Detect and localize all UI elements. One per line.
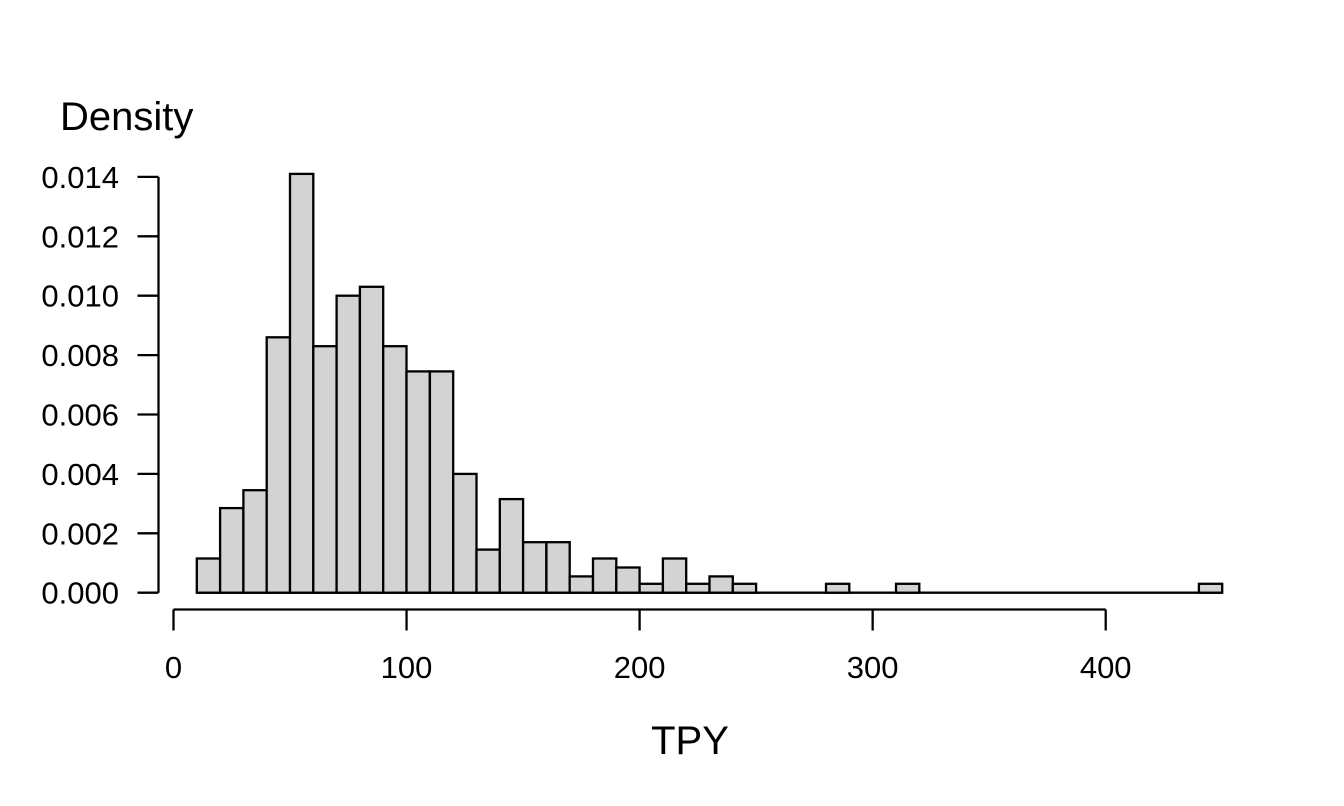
histogram-bar <box>591 557 618 594</box>
x-axis: 0 100 200 300 400 <box>165 608 1132 685</box>
y-axis: 0.000 0.002 0.004 0.006 0.008 0.010 0.012 0.014 <box>41 160 160 611</box>
x-tick-label: 400 <box>1080 650 1132 685</box>
histogram-bar <box>242 489 268 594</box>
histogram-bar <box>1197 582 1224 594</box>
histogram-bar <box>335 294 362 594</box>
histogram-bars <box>195 172 1224 594</box>
x-tick-label: 100 <box>381 650 433 685</box>
y-tick-label: 0.000 <box>41 576 119 611</box>
x-tick-label: 200 <box>614 650 666 685</box>
histogram-bar <box>824 582 851 594</box>
histogram-bar <box>312 345 338 594</box>
histogram-bar <box>545 541 571 594</box>
histogram-bar <box>452 472 478 594</box>
histogram-bar <box>731 582 758 594</box>
histogram-bar <box>218 506 245 594</box>
y-tick-label: 0.012 <box>41 219 119 254</box>
x-tick-label: 300 <box>847 650 899 685</box>
y-tick-label: 0.008 <box>41 338 119 373</box>
x-tick-label: 0 <box>165 650 182 685</box>
histogram-bar <box>288 172 315 594</box>
histogram-bar <box>521 541 548 594</box>
histogram-bar <box>708 575 734 594</box>
histogram-bar <box>638 582 665 594</box>
histogram-bar <box>894 582 921 594</box>
y-tick-label: 0.002 <box>41 516 119 551</box>
x-axis-title: TPY <box>651 719 729 763</box>
histogram-bar <box>498 497 525 594</box>
histogram-bar <box>382 345 408 594</box>
histogram-bar <box>428 370 455 594</box>
y-tick-label: 0.006 <box>41 398 119 433</box>
histogram-bar <box>195 557 222 594</box>
y-axis-title: Density <box>60 95 193 139</box>
histogram-bar <box>405 370 431 594</box>
histogram-bar <box>661 557 688 594</box>
histogram-bar <box>358 285 385 594</box>
histogram-bar <box>685 582 711 594</box>
histogram-bar <box>568 575 595 594</box>
histogram-bar <box>615 566 641 594</box>
y-tick-label: 0.014 <box>41 160 119 195</box>
y-tick-label: 0.010 <box>41 279 119 314</box>
histogram-bar <box>475 548 501 594</box>
y-tick-label: 0.004 <box>41 457 119 492</box>
histogram-bar <box>265 336 292 594</box>
